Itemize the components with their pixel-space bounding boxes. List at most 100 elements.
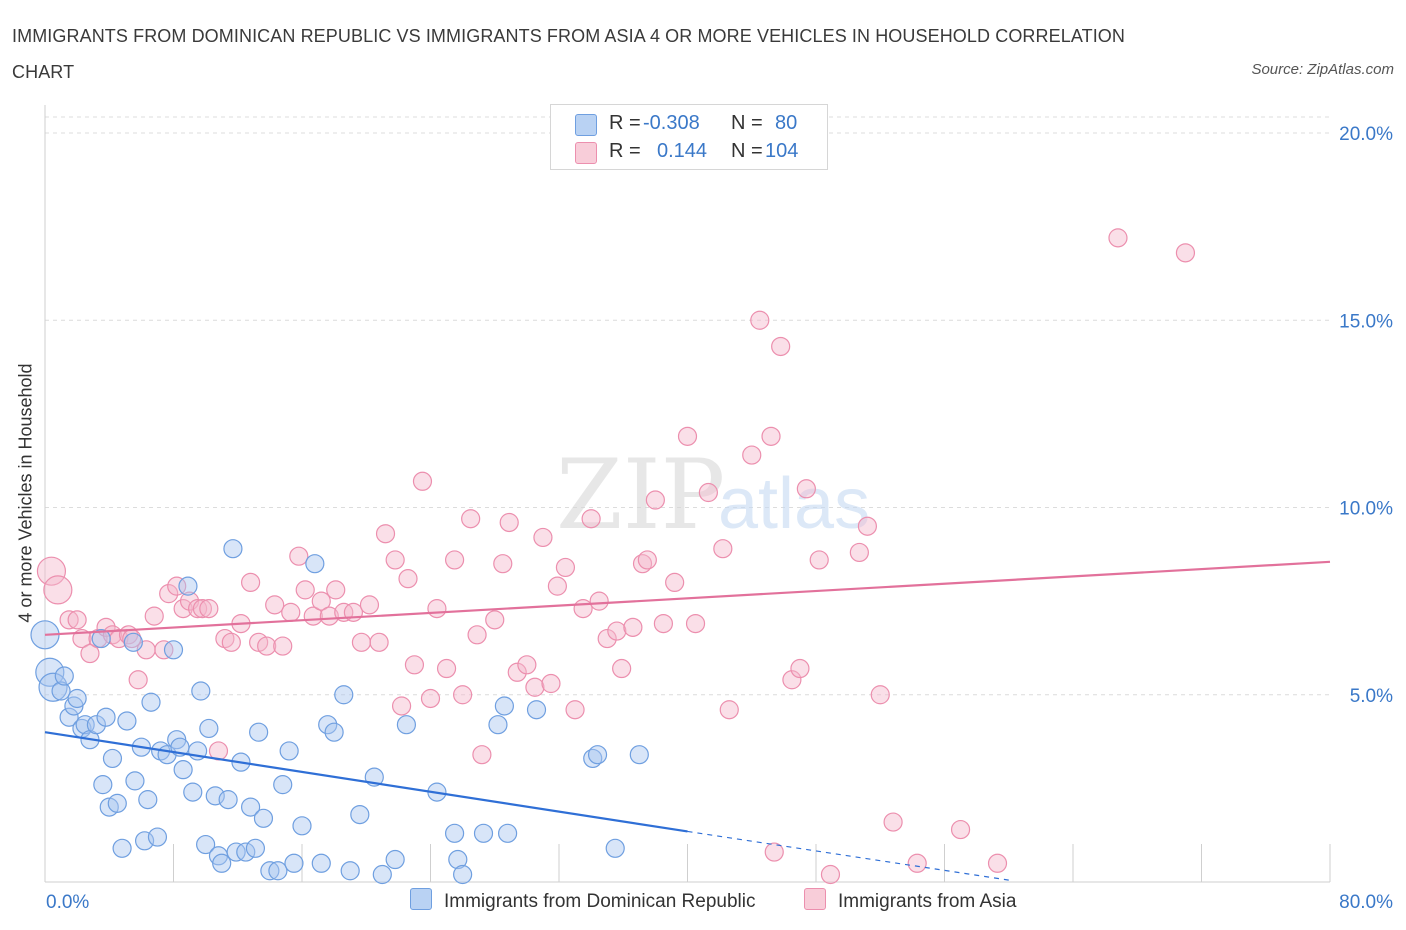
asia-point [533, 527, 553, 548]
asia-point [192, 599, 213, 619]
asia-point [907, 853, 927, 873]
asia-point [80, 643, 100, 664]
asia-point [883, 812, 903, 832]
asia-point [565, 700, 585, 720]
dominican-point [183, 782, 203, 802]
asia-point [351, 632, 372, 652]
y-tick-label: 10.0% [1339, 499, 1393, 520]
asia-point [796, 479, 816, 499]
asia-point [517, 655, 537, 675]
dominican-point [117, 711, 137, 731]
dominican-point [163, 640, 184, 660]
asia-point [167, 576, 187, 596]
legend-n-value: 80 [775, 112, 798, 134]
asia-point [790, 658, 810, 679]
asia-point [645, 490, 665, 510]
chart-title: IMMIGRANTS FROM DOMINICAN REPUBLIC VS IM… [12, 26, 1125, 82]
dominican-point [605, 838, 625, 858]
dominican-point [245, 838, 266, 858]
dominican-point [448, 849, 468, 870]
dominican-point [311, 853, 331, 873]
asia-point [950, 819, 971, 840]
asia-point [199, 599, 219, 619]
x-tick-label: 80.0% [1339, 892, 1393, 913]
asia-point [987, 853, 1008, 873]
dominican-point [218, 790, 238, 810]
asia-point [782, 670, 802, 690]
dominican-point [54, 666, 74, 686]
legend-n-label: N = [731, 112, 763, 134]
asia-point [326, 580, 346, 600]
asia-point [698, 482, 718, 503]
dominican-point [453, 864, 473, 885]
dominican-point [236, 842, 256, 862]
watermark-atlas: atlas [718, 464, 870, 544]
dominican-point [67, 688, 87, 709]
asia-point [849, 542, 869, 563]
y-tick-label: 15.0% [1339, 311, 1393, 332]
dominican-point [340, 861, 360, 881]
dominican-point [212, 853, 232, 873]
asia-point [281, 602, 301, 622]
dominican-point [107, 793, 127, 813]
gridlines [45, 116, 1330, 696]
asia-point [485, 610, 505, 630]
asia-point [369, 632, 389, 652]
asia-point [436, 658, 457, 679]
dominican-point [587, 745, 608, 765]
asia-point [719, 700, 739, 720]
asia-point [375, 524, 396, 544]
dominican-point [396, 715, 417, 735]
dominican-point [279, 741, 299, 761]
asia-point [637, 550, 657, 570]
legend-swatch-pink [575, 142, 597, 164]
asia-point [820, 864, 841, 885]
bottom-legend-asia: Immigrants from Asia [804, 888, 1016, 914]
legend-n-value: 104 [765, 140, 799, 162]
dominican-trend-line [44, 731, 688, 833]
asia-point [623, 617, 643, 637]
asia-point [319, 606, 339, 626]
asia-point [144, 606, 164, 626]
asia-point [573, 599, 593, 619]
asia-point [461, 509, 481, 529]
asia-point [764, 842, 784, 862]
axes [44, 105, 1331, 883]
dominican-point [249, 722, 269, 742]
dominican-point [444, 823, 465, 843]
asia-point [359, 595, 380, 615]
asia-point [265, 595, 285, 615]
dominican-point [629, 745, 649, 765]
asia-point [581, 509, 601, 529]
asia-point [467, 625, 487, 645]
asia-point [761, 426, 781, 446]
dominican-point [260, 861, 280, 881]
asia-point [677, 426, 698, 446]
dominican-point [284, 853, 304, 873]
asia-point [173, 599, 193, 619]
asia-point [612, 658, 632, 679]
asia-point [870, 685, 890, 705]
asia-point [427, 599, 447, 619]
asia-point [43, 575, 73, 605]
dominican-point [86, 715, 107, 735]
dominican-point [59, 707, 79, 727]
correlation-legend: R = -0.308 N = 80 R = 0.144 N = 104 [550, 104, 828, 170]
watermark: ZIP atlas [556, 439, 870, 551]
dominican-point [138, 790, 158, 810]
legend-label-dominican: Immigrants from Dominican Republic [444, 891, 756, 912]
asia-point [391, 696, 412, 716]
asia-point [385, 550, 405, 570]
dominican-point [196, 834, 216, 855]
tick-labels: 5.0% 10.0% 15.0% 20.0% 0.0% 80.0% [46, 124, 1393, 913]
legend-swatch-pink [804, 888, 826, 910]
dominican-point [372, 864, 392, 885]
dominican-point [223, 539, 243, 559]
legend-r-value: 0.144 [657, 140, 708, 162]
legend-swatch-blue [410, 888, 432, 910]
dominican-point [318, 715, 338, 735]
asia-point [187, 599, 208, 619]
legend-swatch-blue [575, 114, 597, 136]
dominican-point [498, 823, 518, 843]
asia-point [857, 516, 878, 536]
